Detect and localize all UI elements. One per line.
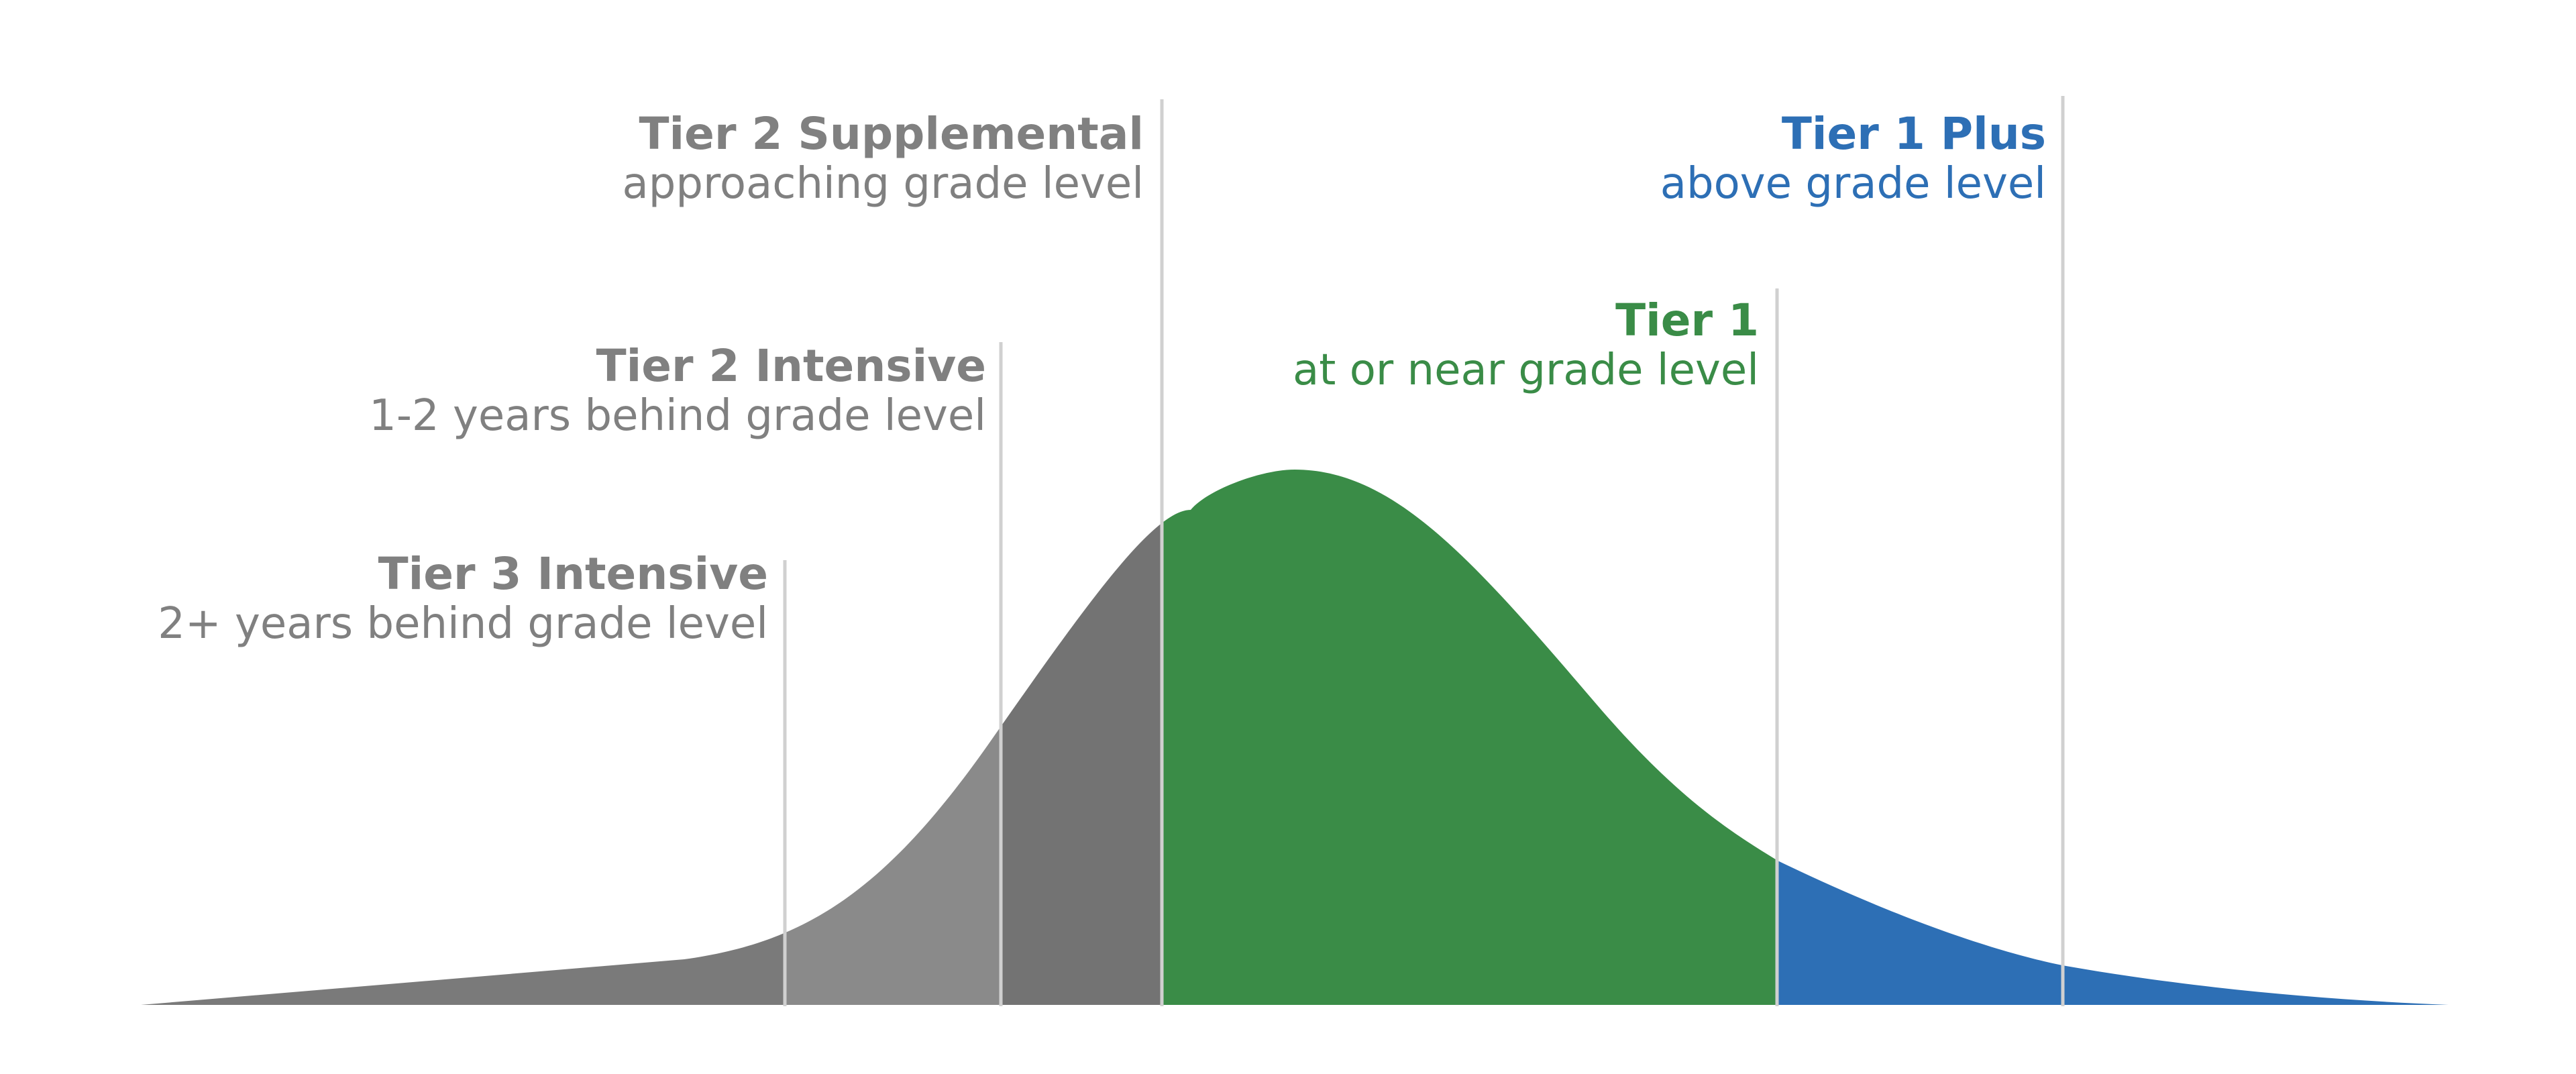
tier2-supplemental-subtitle: approaching grade level	[623, 159, 1144, 209]
tier2-intensive-title: Tier 2 Intensive	[596, 340, 986, 392]
tier1-plus-subtitle: above grade level	[1660, 159, 2046, 209]
tier3-intensive-title: Tier 3 Intensive	[378, 548, 768, 600]
tier2-supplemental-title: Tier 2 Supplemental	[639, 108, 1144, 160]
tier1-subtitle: at or near grade level	[1293, 345, 1759, 395]
tier-labels: Tier 3 Intensive 2+ years behind grade l…	[158, 108, 2046, 649]
tier1-title: Tier 1	[1615, 294, 1759, 346]
divider-lines	[783, 96, 2065, 1006]
tier3-intensive-subtitle: 2+ years behind grade level	[158, 599, 768, 649]
tier1-plus-title: Tier 1 Plus	[1782, 108, 2046, 160]
tier2-intensive-subtitle: 1-2 years behind grade level	[369, 391, 986, 441]
